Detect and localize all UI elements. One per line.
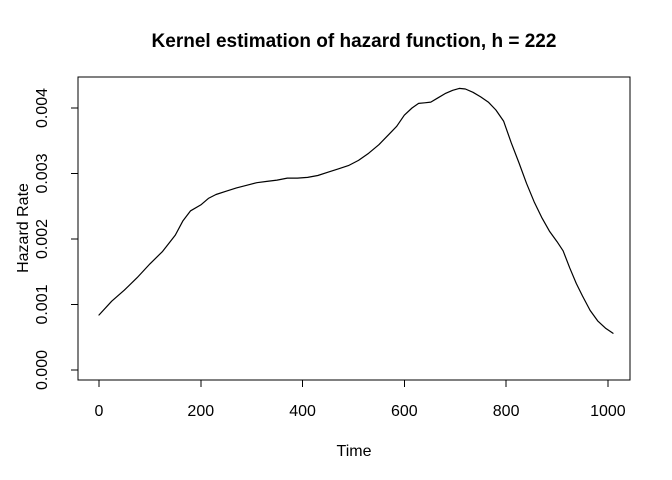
- x-tick-label: 1000: [590, 403, 626, 420]
- curve-layer: [98, 87, 614, 334]
- hazard-curve: [98, 87, 614, 334]
- plot-box: [77, 76, 631, 381]
- y-tick-label: 0.002: [34, 219, 51, 259]
- x-axis-title: Time: [337, 443, 372, 460]
- y-tick-label: 0.001: [34, 284, 51, 324]
- x-tick-label: 800: [493, 403, 520, 420]
- x-tick-label: 400: [289, 403, 316, 420]
- y-axis: 0.000 0.001 0.002 0.003 0.004: [34, 88, 78, 390]
- y-tick-label: 0.004: [34, 88, 51, 128]
- y-tick-label: 0.000: [34, 350, 51, 390]
- chart-title: Kernel estimation of hazard function, h …: [152, 31, 557, 52]
- x-tick-label: 600: [391, 403, 418, 420]
- x-axis: 0 200 400 600 800 1000: [95, 380, 626, 420]
- y-axis-title: Hazard Rate: [15, 183, 32, 273]
- x-tick-label: 200: [187, 403, 214, 420]
- y-tick-label: 0.003: [34, 153, 51, 193]
- x-tick-label: 0: [95, 403, 104, 420]
